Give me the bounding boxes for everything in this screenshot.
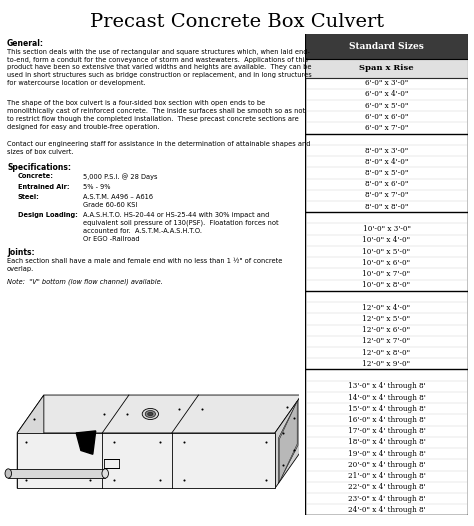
Ellipse shape — [5, 469, 11, 478]
Text: 21'-0" x 4' through 8': 21'-0" x 4' through 8' — [347, 472, 426, 480]
Text: 24'-0" x 4' through 8': 24'-0" x 4' through 8' — [347, 506, 426, 514]
Text: Steel:: Steel: — [18, 194, 39, 200]
Text: Entrained Air:: Entrained Air: — [18, 184, 69, 189]
Polygon shape — [17, 433, 275, 488]
Text: 8'-0" x 3'-0": 8'-0" x 3'-0" — [365, 147, 408, 155]
Polygon shape — [17, 395, 301, 433]
Text: 6'-0" x 6'-0": 6'-0" x 6'-0" — [365, 113, 408, 121]
Text: 12'-0" x 7'-0": 12'-0" x 7'-0" — [363, 337, 410, 346]
Text: Design Loading:: Design Loading: — [18, 212, 77, 218]
Text: 8'-0" x 6'-0": 8'-0" x 6'-0" — [365, 180, 408, 188]
Text: Joints:: Joints: — [7, 248, 35, 257]
Text: This section deals with the use of rectangular and square structures which, when: This section deals with the use of recta… — [7, 49, 312, 86]
Text: 8'-0" x 7'-0": 8'-0" x 7'-0" — [365, 191, 408, 199]
Polygon shape — [279, 401, 297, 482]
Text: 12'-0" x 9'-0": 12'-0" x 9'-0" — [363, 360, 410, 368]
Text: 6'-0" x 4'-0": 6'-0" x 4'-0" — [365, 90, 408, 98]
Text: 8'-0" x 4'-0": 8'-0" x 4'-0" — [365, 158, 408, 166]
Polygon shape — [275, 395, 301, 488]
Text: 19'-0" x 4' through 8': 19'-0" x 4' through 8' — [347, 450, 426, 458]
Text: 6'-0" x 7'-0": 6'-0" x 7'-0" — [365, 124, 408, 132]
Text: 10'-0" x 5'-0": 10'-0" x 5'-0" — [363, 248, 410, 256]
Text: Standard Sizes: Standard Sizes — [349, 42, 424, 51]
Text: 14'-0" x 4' through 8': 14'-0" x 4' through 8' — [347, 393, 426, 401]
Text: 12'-0" x 6'-0": 12'-0" x 6'-0" — [363, 326, 410, 334]
Bar — [9, 469, 105, 478]
Text: 17'-0" x 4' through 8': 17'-0" x 4' through 8' — [347, 427, 426, 435]
Text: 20'-0" x 4' through 8': 20'-0" x 4' through 8' — [347, 461, 426, 469]
Text: General:: General: — [7, 39, 44, 48]
Ellipse shape — [102, 469, 109, 478]
Text: 10'-0" x 7'-0": 10'-0" x 7'-0" — [363, 270, 410, 278]
Text: 12'-0" x 8'-0": 12'-0" x 8'-0" — [363, 349, 410, 357]
Ellipse shape — [145, 410, 155, 418]
Polygon shape — [278, 400, 298, 483]
Text: 12'-0" x 4'-0": 12'-0" x 4'-0" — [363, 304, 410, 312]
Text: Concrete:: Concrete: — [18, 173, 54, 179]
Text: 8'-0" x 5'-0": 8'-0" x 5'-0" — [365, 169, 408, 177]
Text: Span x Rise: Span x Rise — [359, 64, 414, 73]
Polygon shape — [17, 395, 44, 488]
Text: 13'-0" x 4' through 8': 13'-0" x 4' through 8' — [347, 382, 426, 390]
Text: 10'-0" x 8'-0": 10'-0" x 8'-0" — [363, 281, 410, 289]
Text: The shape of the box culvert is a four-sided box section with open ends to be
mo: The shape of the box culvert is a four-s… — [7, 100, 305, 130]
Text: 10'-0" x 4'-0": 10'-0" x 4'-0" — [363, 236, 410, 245]
Text: Specifications:: Specifications: — [7, 163, 71, 171]
Text: 10'-0" x 6'-0": 10'-0" x 6'-0" — [363, 259, 410, 267]
Text: 5% - 9%: 5% - 9% — [83, 184, 110, 189]
Text: 16'-0" x 4' through 8': 16'-0" x 4' through 8' — [347, 416, 426, 424]
Text: A.A.S.H.T.O. HS-20-44 or HS-25-44 with 30% impact and
equivalent soil pressure o: A.A.S.H.T.O. HS-20-44 or HS-25-44 with 3… — [83, 212, 279, 242]
Text: 22'-0" x 4' through 8': 22'-0" x 4' through 8' — [347, 483, 426, 491]
Text: Each section shall have a male and female end with no less than 1 ½" of concrete: Each section shall have a male and femal… — [7, 258, 283, 272]
Text: A.S.T.M. A496 – A616
Grade 60-60 KSI: A.S.T.M. A496 – A616 Grade 60-60 KSI — [83, 194, 153, 208]
Bar — [305, 59, 468, 77]
Ellipse shape — [142, 409, 158, 420]
Text: 10'-0" x 3'-0": 10'-0" x 3'-0" — [363, 225, 410, 233]
Text: 15'-0" x 4' through 8': 15'-0" x 4' through 8' — [347, 405, 426, 413]
Text: 23'-0" x 4' through 8': 23'-0" x 4' through 8' — [348, 494, 425, 503]
Text: Note:  "V" bottom (low flow channel) available.: Note: "V" bottom (low flow channel) avai… — [7, 278, 163, 285]
Text: 6'-0" x 5'-0": 6'-0" x 5'-0" — [365, 102, 408, 109]
Text: 5,000 P.S.I. @ 28 Days: 5,000 P.S.I. @ 28 Days — [83, 173, 157, 180]
Text: 18'-0" x 4' through 8': 18'-0" x 4' through 8' — [347, 439, 426, 447]
Polygon shape — [76, 431, 96, 454]
Text: 12'-0" x 5'-0": 12'-0" x 5'-0" — [363, 315, 410, 323]
Text: Precast Concrete Box Culvert: Precast Concrete Box Culvert — [90, 13, 384, 31]
Text: 6'-0" x 3'-0": 6'-0" x 3'-0" — [365, 79, 408, 87]
Bar — [305, 34, 468, 59]
Ellipse shape — [148, 412, 153, 416]
Text: Contact our engineering staff for assistance in the determination of attainable : Contact our engineering staff for assist… — [7, 141, 310, 155]
Text: 8'-0" x 8'-0": 8'-0" x 8'-0" — [365, 203, 408, 210]
